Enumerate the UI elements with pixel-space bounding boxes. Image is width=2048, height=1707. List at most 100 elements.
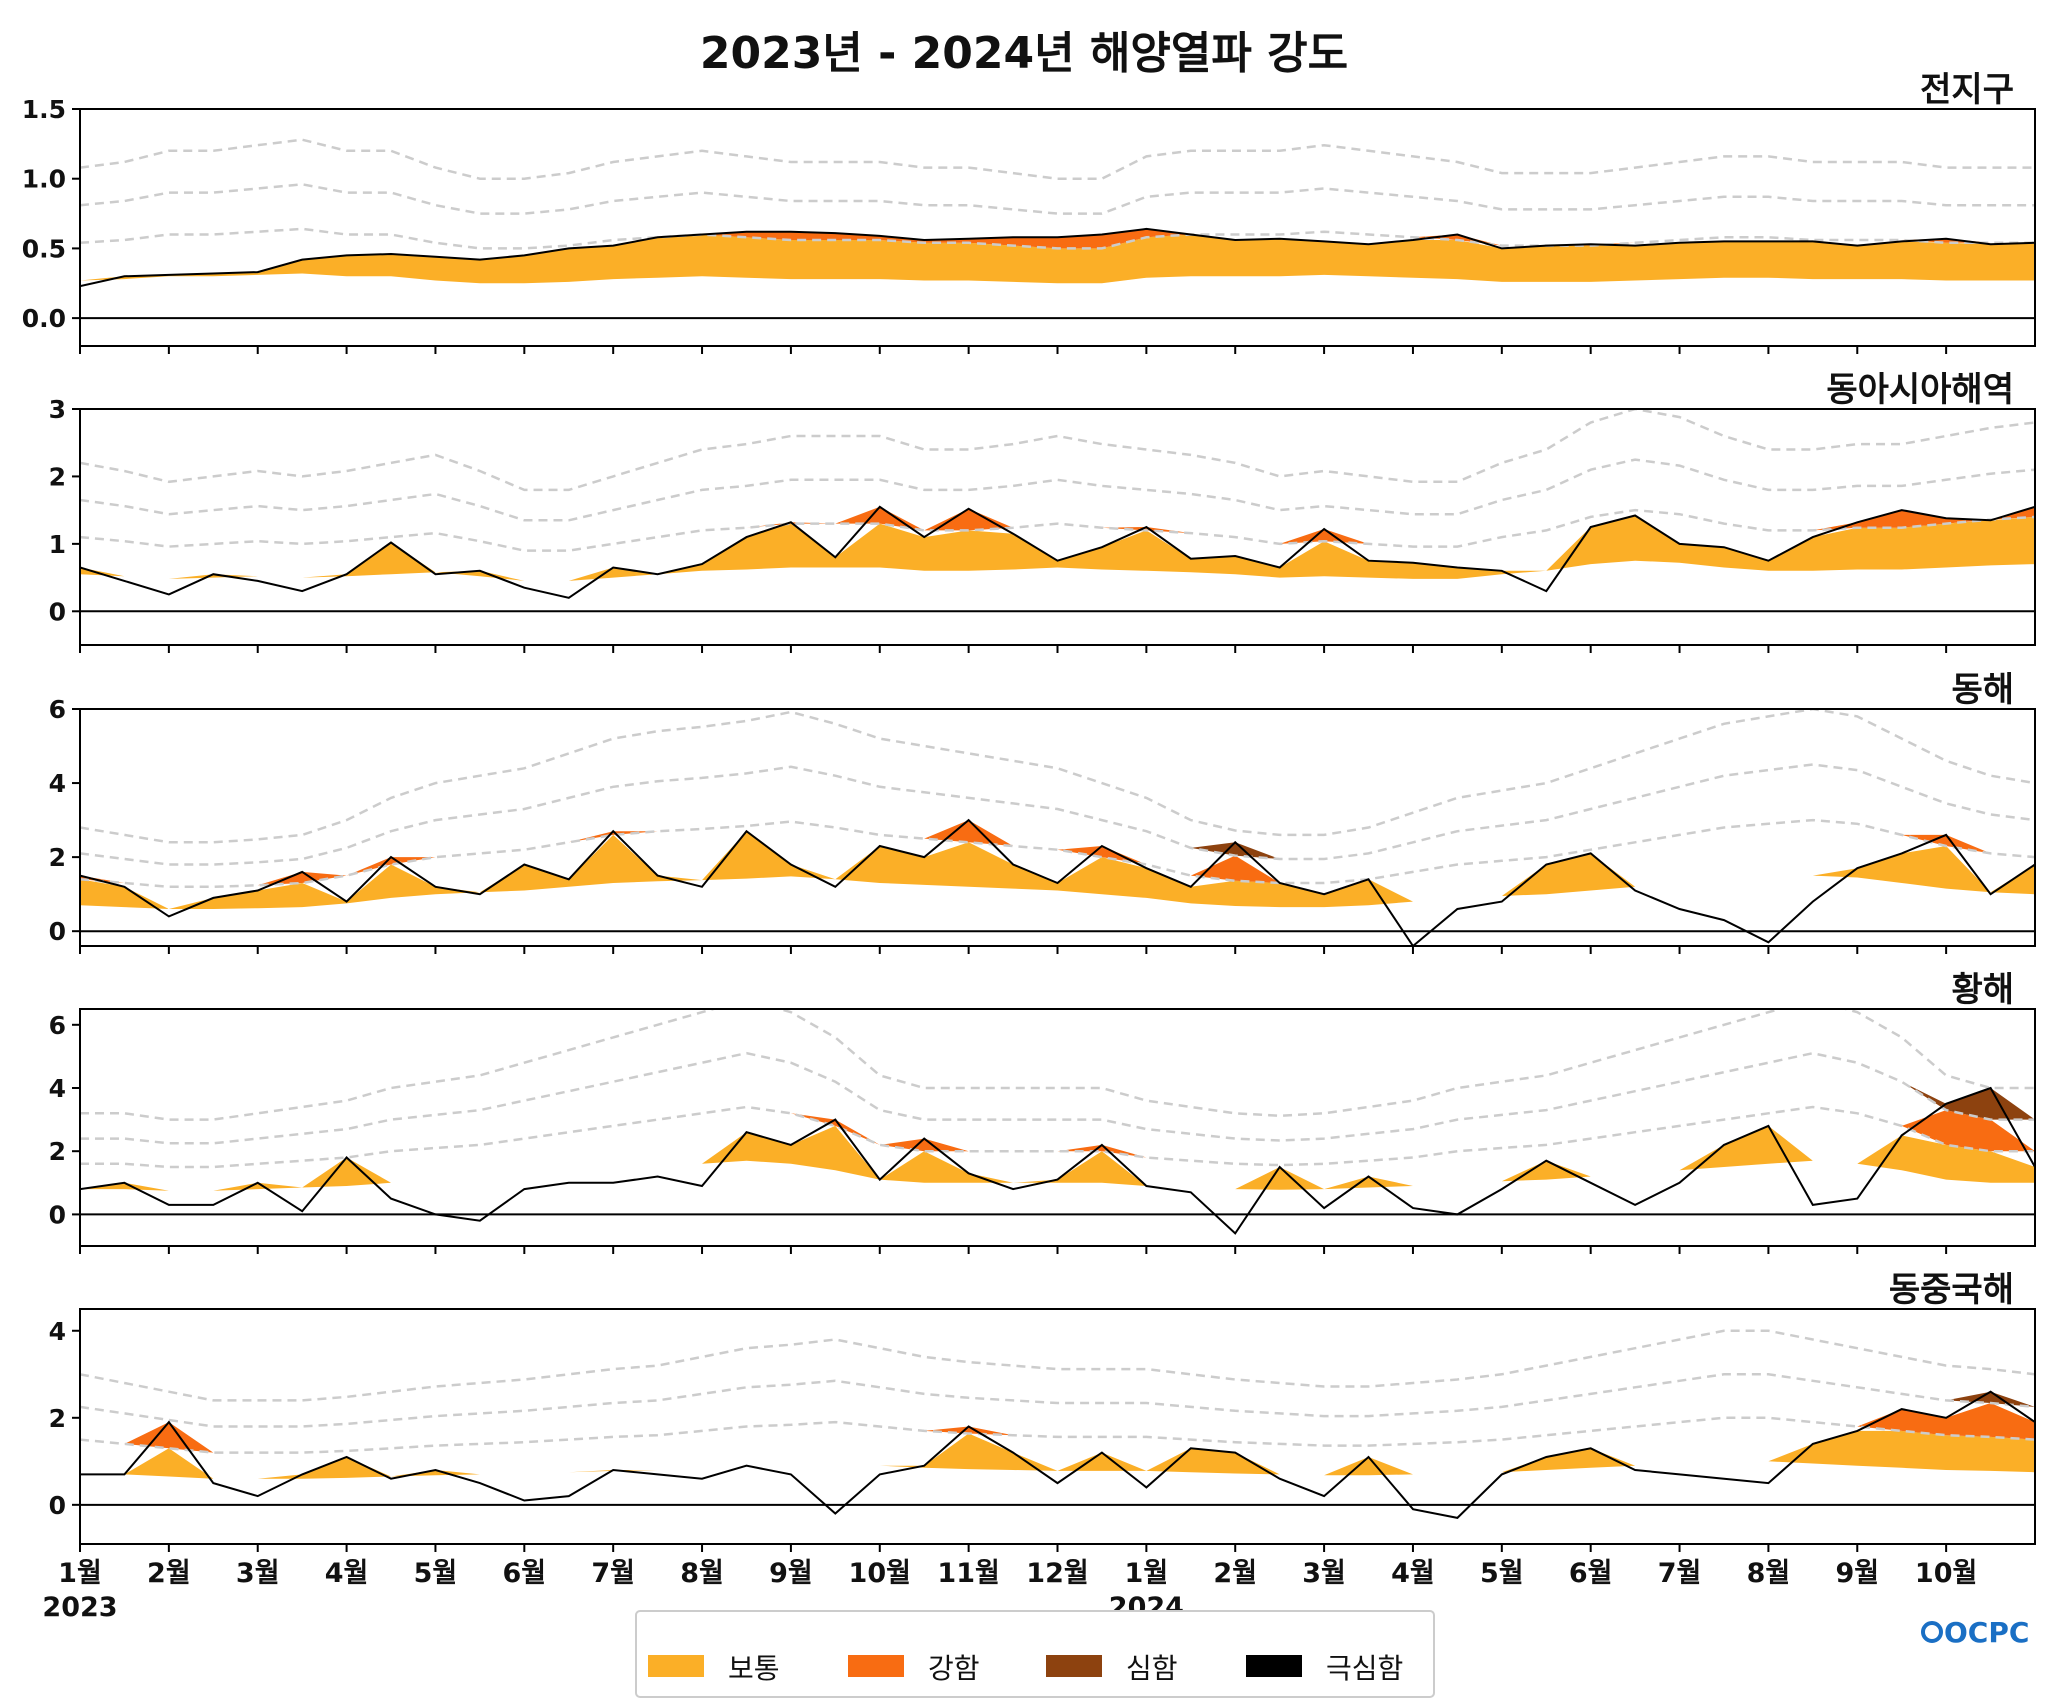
threshold-line-x2: [80, 508, 2035, 552]
anomaly-line: [80, 818, 2035, 946]
panel-title: 전지구: [1920, 70, 2014, 110]
legend-frame: [635, 1610, 1435, 1698]
panel-plot-area: [80, 1009, 2035, 1235]
mhw-fill-moderate: [80, 831, 2035, 909]
y-tick-label: 1.5: [22, 95, 66, 124]
panel-title: 동해: [1951, 670, 2014, 710]
x-tick-label: 9월: [1835, 1558, 1879, 1589]
legend-label-moderate: 보통: [728, 1652, 780, 1685]
legend-swatch-moderate: [648, 1655, 704, 1677]
anomaly-line: [80, 1086, 2035, 1235]
x-tick-label: 5월: [414, 1558, 458, 1589]
x-tick-label: 2월: [1213, 1558, 1257, 1589]
legend-swatch-severe: [1046, 1655, 1102, 1677]
panel-3: 0 2 4 6 황해: [49, 970, 2036, 1254]
x-tick-label: 7월: [1658, 1558, 1702, 1589]
legend-swatch-extreme: [1246, 1655, 1302, 1677]
threshold-line-x4: [80, 409, 2035, 492]
panel-4: 0 2 4 동중국해: [49, 1270, 2036, 1552]
logo-ring-icon: [1921, 1621, 1943, 1643]
x-tick-label: 6월: [502, 1558, 546, 1589]
legend-swatch-strong: [848, 1655, 904, 1677]
y-tick-label: 2: [49, 843, 66, 872]
y-tick-label: 6: [49, 1011, 66, 1040]
x-tick-label: 8월: [680, 1558, 724, 1589]
legend-label-extreme: 극심함: [1326, 1652, 1403, 1685]
panel-plot-area: [80, 709, 2035, 946]
y-tick-label: 4: [49, 769, 66, 798]
y-tick-label: 1: [49, 530, 66, 559]
y-tick-label: 2: [49, 1137, 66, 1166]
threshold-line-x2: [80, 818, 2035, 889]
panel-title: 동중국해: [1889, 1270, 2014, 1310]
panels: 0.0 0.5 1.0 1.5 전지구 0 1 2 3 동아시아해역 0 2 4 6 동해 0 2 4 6 황해 0 2 4…: [22, 70, 2036, 1552]
x-tick-label: 5월: [1480, 1558, 1524, 1589]
threshold-line-x3: [80, 183, 2035, 215]
panel-title: 동아시아해역: [1826, 370, 2014, 410]
mhw-fill-moderate: [80, 515, 2035, 581]
y-tick-label: 2: [49, 1404, 66, 1433]
x-axis: 1월 2월 3월 4월 5월 6월 7월 8월 9월 10월 11월 12월 1월 2월 3월 4월 5월 6월 7…: [42, 1558, 1977, 1623]
chart-title: 2023년 - 2024년 해양열파 강도: [700, 28, 1348, 79]
mhw-fill-moderate: [80, 1125, 2035, 1191]
legend-label-severe: 심함: [1126, 1652, 1178, 1685]
x-year-label: 2023: [42, 1592, 117, 1623]
threshold-line-x4: [80, 1329, 2035, 1402]
x-tick-label: 10월: [1915, 1558, 1977, 1589]
mhw-fill-moderate: [80, 1430, 2035, 1479]
threshold-line-x3: [80, 763, 2035, 866]
y-tick-label: 0: [49, 917, 66, 946]
x-tick-label: 2월: [147, 1558, 191, 1589]
panel-2: 0 2 4 6 동해: [49, 670, 2036, 954]
y-tick-label: 0: [49, 1200, 66, 1229]
threshold-line-x4: [80, 1009, 2035, 1121]
anomaly-line: [80, 227, 2035, 288]
x-tick-label: 12월: [1026, 1558, 1088, 1589]
threshold-line-x2: [80, 227, 2035, 250]
x-tick-label: 9월: [769, 1558, 813, 1589]
mhw-fill-strong: [80, 820, 2035, 887]
ocpc-logo: OCPC: [1921, 1616, 2029, 1649]
threshold-line-x3: [80, 1373, 2035, 1428]
y-tick-label: 4: [49, 1317, 66, 1346]
y-tick-label: 0.5: [22, 234, 66, 263]
panel-plot-area: [80, 138, 2035, 320]
x-tick-label: 1월: [1125, 1558, 1169, 1589]
panel-plot-area: [80, 1329, 2035, 1519]
anomaly-line: [80, 1390, 2035, 1519]
x-tick-label: 3월: [236, 1558, 280, 1589]
legend: 보통 강함 심함 극심함: [635, 1610, 1435, 1698]
y-tick-label: 4: [49, 1074, 66, 1103]
x-tick-label: 1월: [58, 1558, 102, 1589]
threshold-line-x3: [80, 458, 2035, 522]
legend-label-strong: 강함: [928, 1652, 980, 1685]
threshold-line-x4: [80, 138, 2035, 180]
threshold-line-x2: [80, 1416, 2035, 1454]
y-tick-label: 0: [49, 597, 66, 626]
y-tick-label: 0.0: [22, 304, 66, 333]
x-tick-label: 6월: [1569, 1558, 1613, 1589]
x-tick-label: 10월: [849, 1558, 911, 1589]
y-tick-label: 3: [49, 395, 66, 424]
x-tick-label: 8월: [1747, 1558, 1791, 1589]
x-tick-label: 4월: [1391, 1558, 1435, 1589]
x-tick-label: 7월: [591, 1558, 635, 1589]
y-tick-label: 2: [49, 462, 66, 491]
logo-text: OCPC: [1944, 1616, 2029, 1649]
y-tick-label: 1.0: [22, 165, 66, 194]
x-tick-label: 3월: [1302, 1558, 1346, 1589]
y-tick-label: 0: [49, 1491, 66, 1520]
mhw-fill-strong: [80, 228, 2035, 249]
anomaly-line: [80, 505, 2035, 599]
x-tick-label: 11월: [937, 1558, 999, 1589]
panel-plot-area: [80, 409, 2035, 613]
threshold-line-x2: [80, 1105, 2035, 1169]
panel-1: 0 1 2 3 동아시아해역: [49, 370, 2036, 653]
panel-0: 0.0 0.5 1.0 1.5 전지구: [22, 70, 2036, 354]
x-tick-label: 4월: [325, 1558, 369, 1589]
panel-title: 황해: [1951, 970, 2014, 1010]
threshold-line-x4: [80, 709, 2035, 844]
y-tick-label: 6: [49, 695, 66, 724]
